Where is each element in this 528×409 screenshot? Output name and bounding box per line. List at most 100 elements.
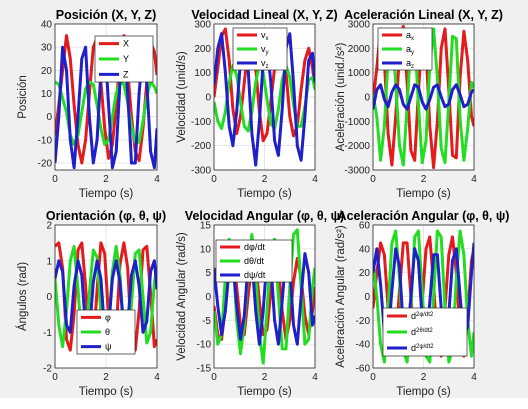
x-axis-label: Tiempo (s) <box>237 386 292 398</box>
x-tick-label: 0 <box>211 372 217 383</box>
y-axis-label: Velocidad Angular (rad/s) <box>176 232 188 361</box>
x-tick-label: 4 <box>471 372 477 383</box>
legend-entry: dφ/dt <box>244 242 265 252</box>
y-tick-label: -40 <box>356 340 371 351</box>
x-tick-label: 0 <box>211 174 217 185</box>
x-axis-label: Tiempo (s) <box>396 188 451 200</box>
y-tick-label: -5 <box>202 316 211 327</box>
x-axis-label: Tiempo (s) <box>396 386 451 398</box>
window-bottom-strip <box>0 398 528 409</box>
chart-title: Velocidad Angular (φ, θ, ψ) <box>185 209 344 223</box>
chart-title: Velocidad Lineal (X, Y, Z) <box>191 8 337 22</box>
y-tick-label: -20 <box>356 316 371 327</box>
axes-frame <box>372 224 475 369</box>
legend: XYZ <box>94 35 154 83</box>
legend-entry: φ <box>105 312 111 322</box>
y-tick-label: 1 <box>46 256 52 267</box>
chart-title: Orientación (φ, θ, ψ) <box>46 209 166 223</box>
legend: φθψ <box>76 309 136 355</box>
y-tick-label: 1000 <box>348 68 371 79</box>
x-tick-label: 4 <box>312 174 318 185</box>
legend-entry: dψ/dt <box>244 270 266 280</box>
x-tick-label: 0 <box>52 174 58 185</box>
x-tick-label: 4 <box>312 372 318 383</box>
axes-frame <box>213 23 316 171</box>
y-tick-label: 0 <box>46 112 52 123</box>
y-tick-label: -1 <box>43 328 52 339</box>
x-axis-label: Tiempo (s) <box>79 188 134 200</box>
y-tick-label: -10 <box>38 135 53 146</box>
legend-entry: θ <box>105 327 110 337</box>
x-tick-label: 0 <box>370 372 376 383</box>
legend-entry: Z <box>123 69 129 79</box>
chart-title: Aceleración Lineal (X, Y, Z) <box>344 8 503 22</box>
x-tick-label: 0 <box>52 372 58 383</box>
y-tick-label: 20 <box>41 66 53 77</box>
legend-entry: az <box>406 58 414 70</box>
legend: ax ay az <box>377 27 433 71</box>
axes-frame <box>372 23 475 171</box>
y-tick-label: 10 <box>200 244 212 255</box>
chart-title: Posición (X, Y, Z) <box>56 8 156 22</box>
y-tick-label: 0 <box>364 93 370 104</box>
series-line-2 <box>214 63 315 133</box>
y-tick-label: 15 <box>200 221 212 232</box>
y-axis-label: Aceleración Angular (rad/s²) <box>335 225 347 368</box>
y-tick-label: 20 <box>359 268 371 279</box>
y-axis-label: Ángulos (rad) <box>16 262 29 331</box>
series-line-1 <box>214 27 315 143</box>
legend: dφ/dt dθ/dt dψ/dt <box>215 239 293 283</box>
y-tick-label: -2000 <box>344 141 370 152</box>
x-tick-label: 4 <box>154 174 160 185</box>
legend: d2φ/dt2 d2θ/dt2 d2ψ/dt2 <box>382 307 468 357</box>
series-line-3 <box>373 83 474 111</box>
y-tick-label: 200 <box>194 44 211 55</box>
y-axis-label: Aceleración (unid./s²) <box>335 43 347 152</box>
y-tick-label: 0 <box>205 93 211 104</box>
y-axis-label: Velocidad (unid/s) <box>176 51 188 143</box>
y-tick-label: -300 <box>191 166 211 177</box>
y-tick-label: 0 <box>364 292 370 303</box>
legend-entry: ay <box>406 44 414 56</box>
y-tick-label: -100 <box>191 117 211 128</box>
x-tick-label: 2 <box>103 372 109 383</box>
y-tick-label: 30 <box>41 43 53 54</box>
x-tick-label: 0 <box>370 174 376 185</box>
axes-frame <box>54 224 158 369</box>
x-axis-label: Tiempo (s) <box>237 188 292 200</box>
y-tick-label: -60 <box>356 364 371 375</box>
axes-frame <box>213 224 316 369</box>
y-tick-label: 2000 <box>348 44 371 55</box>
y-tick-label: 100 <box>194 68 211 79</box>
y-tick-label: -2 <box>43 364 52 375</box>
y-tick-label: 0 <box>205 292 211 303</box>
y-axis-label: Posición <box>17 75 29 118</box>
y-tick-label: -10 <box>197 340 212 351</box>
x-tick-label: 2 <box>421 174 427 185</box>
y-tick-label: 3000 <box>348 20 371 31</box>
y-tick-label: 40 <box>359 244 371 255</box>
x-axis-label: Tiempo (s) <box>79 386 134 398</box>
legend-entry: vx <box>261 30 269 42</box>
y-tick-label: 0 <box>46 292 52 303</box>
y-tick-label: -200 <box>191 141 211 152</box>
legend-entry: vz <box>261 58 269 70</box>
y-tick-label: 60 <box>359 221 371 232</box>
legend-entry: ψ <box>105 342 111 352</box>
series-line-2 <box>55 80 157 146</box>
y-tick-label: -1000 <box>344 117 370 128</box>
legend-entry: dθ/dt <box>244 256 265 266</box>
y-tick-label: 300 <box>194 20 211 31</box>
y-tick-label: 5 <box>205 268 211 279</box>
legend-entry: d2ψ/dt2 <box>411 343 434 353</box>
x-tick-label: 2 <box>421 372 427 383</box>
x-tick-label: 2 <box>103 174 109 185</box>
chart-title: Aceleración Angular (φ, θ, ψ) <box>338 209 510 223</box>
subplot-3: 0 2 4-3000-2000-10000100020003000Aceleraci… <box>335 8 503 200</box>
